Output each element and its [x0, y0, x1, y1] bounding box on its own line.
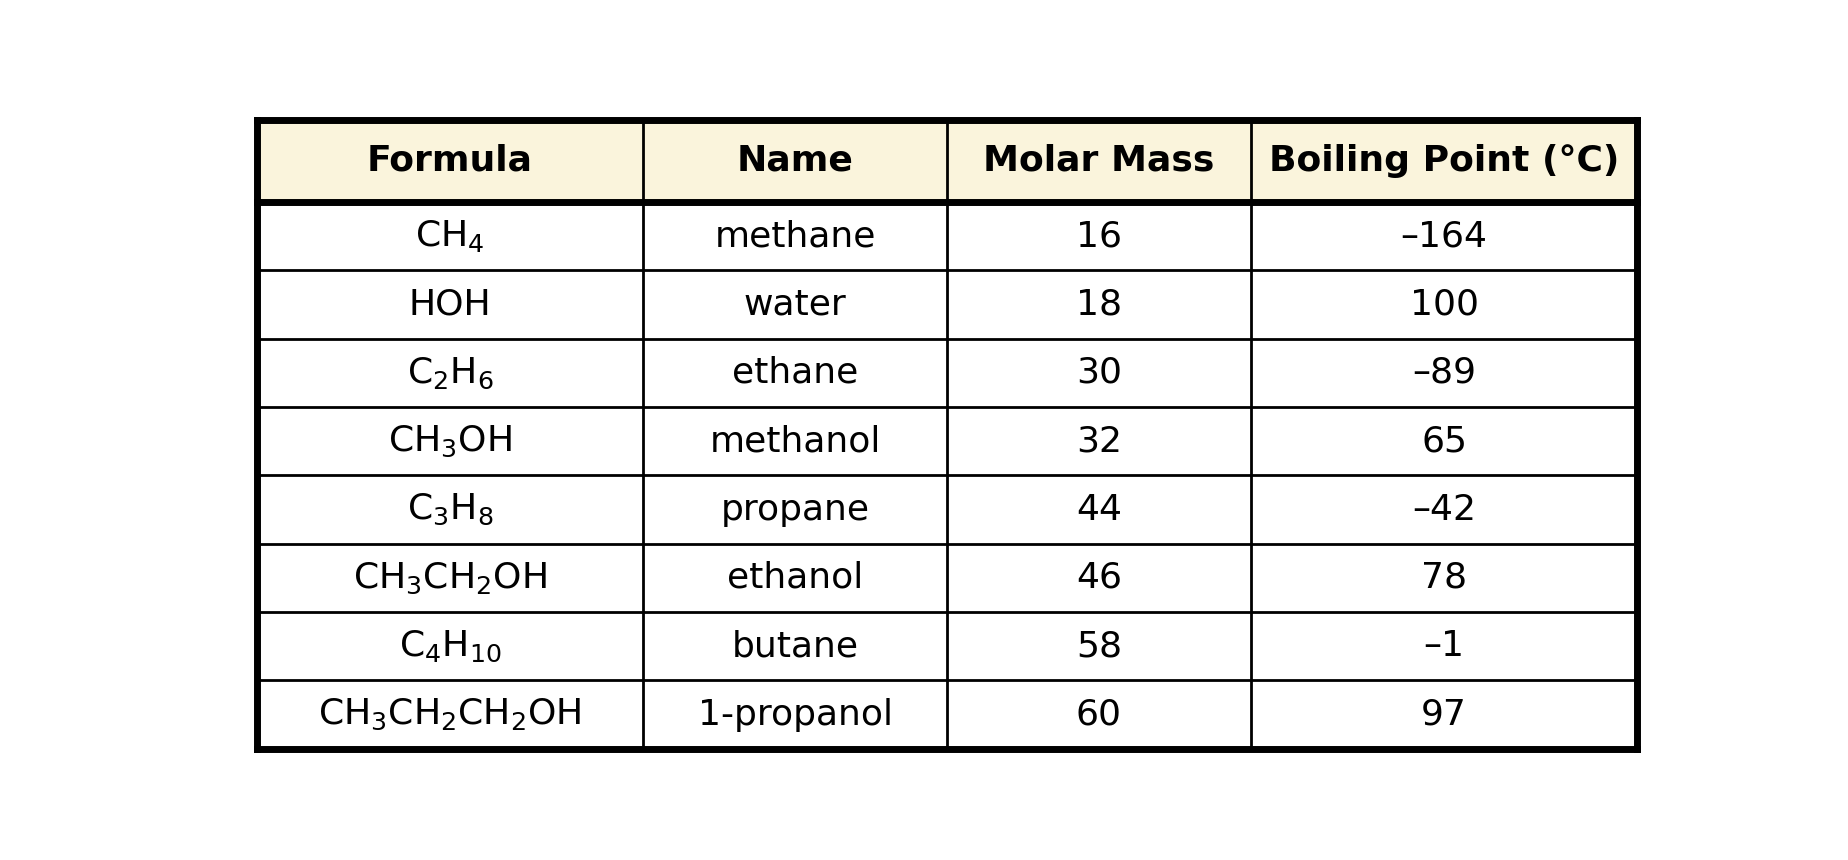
Text: Boiling Point (°C): Boiling Point (°C) [1270, 144, 1619, 178]
Bar [643, 612, 948, 680]
Text: Name: Name [737, 144, 854, 178]
Text: 58: 58 [1076, 630, 1122, 663]
Bar [948, 339, 1251, 407]
Text: methane: methane [715, 219, 876, 253]
Text: 44: 44 [1076, 493, 1122, 526]
Bar [257, 612, 643, 680]
Bar [948, 407, 1251, 476]
Text: 16: 16 [1076, 219, 1122, 253]
Text: 46: 46 [1076, 561, 1122, 595]
Text: 60: 60 [1076, 697, 1122, 732]
Text: –89: –89 [1412, 356, 1477, 390]
Text: 30: 30 [1076, 356, 1122, 390]
Bar [643, 339, 948, 407]
Text: butane: butane [732, 630, 859, 663]
Bar [948, 544, 1251, 612]
Text: 97: 97 [1421, 697, 1467, 732]
Text: 18: 18 [1076, 287, 1122, 322]
Text: ethanol: ethanol [726, 561, 863, 595]
Bar [1251, 120, 1637, 202]
Bar [643, 407, 948, 476]
Text: methanol: methanol [710, 424, 881, 458]
Text: 100: 100 [1410, 287, 1478, 322]
Bar [257, 544, 643, 612]
Bar [1251, 612, 1637, 680]
Text: C$_4$H$_{10}$: C$_4$H$_{10}$ [399, 629, 501, 664]
Bar [257, 270, 643, 339]
Bar [948, 612, 1251, 680]
Text: –1: –1 [1423, 630, 1465, 663]
Bar [643, 476, 948, 544]
Bar [643, 202, 948, 270]
Text: 65: 65 [1421, 424, 1467, 458]
Bar [643, 270, 948, 339]
Bar [1251, 270, 1637, 339]
Bar [948, 476, 1251, 544]
Bar [257, 407, 643, 476]
Text: HOH: HOH [408, 287, 492, 322]
Text: C$_3$H$_8$: C$_3$H$_8$ [407, 492, 493, 527]
Text: CH$_3$CH$_2$OH: CH$_3$CH$_2$OH [353, 561, 547, 596]
Text: –42: –42 [1412, 493, 1477, 526]
Text: propane: propane [721, 493, 870, 526]
Text: CH$_4$: CH$_4$ [416, 218, 484, 255]
Text: 78: 78 [1421, 561, 1467, 595]
Bar [257, 476, 643, 544]
Bar [257, 680, 643, 749]
Bar [948, 202, 1251, 270]
Text: Formula: Formula [368, 144, 532, 178]
Bar [257, 339, 643, 407]
Text: water: water [745, 287, 846, 322]
Bar [643, 680, 948, 749]
Bar [1251, 544, 1637, 612]
Text: C$_2$H$_6$: C$_2$H$_6$ [407, 355, 493, 390]
Text: 32: 32 [1076, 424, 1122, 458]
Bar [1251, 407, 1637, 476]
Bar [948, 680, 1251, 749]
Text: –164: –164 [1401, 219, 1488, 253]
Bar [643, 120, 948, 202]
Text: CH$_3$OH: CH$_3$OH [388, 424, 512, 459]
Text: Molar Mass: Molar Mass [983, 144, 1214, 178]
Bar [257, 120, 643, 202]
Bar [948, 270, 1251, 339]
Text: CH$_3$CH$_2$CH$_2$OH: CH$_3$CH$_2$CH$_2$OH [318, 697, 582, 733]
Text: 1-propanol: 1-propanol [699, 697, 893, 732]
Bar [1251, 202, 1637, 270]
Bar [643, 544, 948, 612]
Bar [1251, 680, 1637, 749]
Bar [257, 202, 643, 270]
Bar [1251, 476, 1637, 544]
Text: ethane: ethane [732, 356, 857, 390]
Bar [1251, 339, 1637, 407]
Bar [948, 120, 1251, 202]
